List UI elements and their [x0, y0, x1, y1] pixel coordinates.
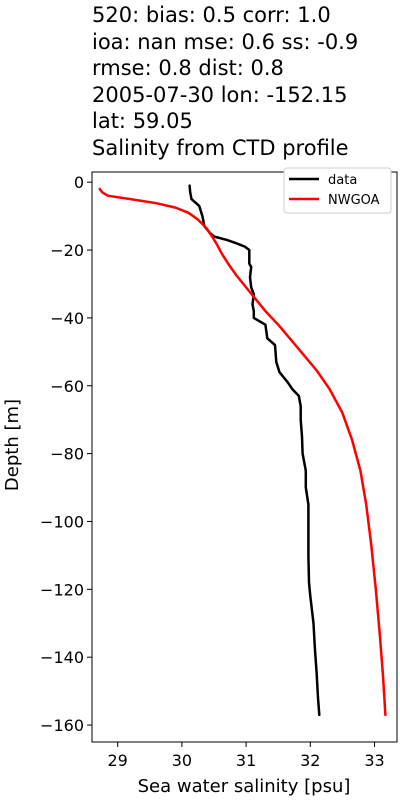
title-line-6: Salinity from CTD profile [92, 135, 349, 160]
y-tick-label: −120 [40, 580, 84, 599]
title-line-2: ioa: nan mse: 0.6 ss: -0.9 [92, 29, 359, 54]
y-tick-label: −40 [50, 309, 84, 328]
y-tick-label: −80 [50, 445, 84, 464]
title-line-5: lat: 59.05 [92, 109, 193, 133]
plot-frame [91, 171, 398, 743]
legend-label-data: data [328, 173, 357, 188]
y-tick-label: −60 [50, 377, 84, 396]
x-tick-label: 31 [236, 751, 256, 770]
y-tick-label: −20 [50, 241, 84, 260]
y-tick-label: −100 [40, 512, 84, 531]
x-tick-label: 33 [364, 751, 384, 770]
y-tick-label: −140 [40, 648, 84, 667]
title-line-1: 520: bias: 0.5 corr: 1.0 [92, 3, 331, 27]
legend: data NWGOA [283, 167, 392, 214]
series-layer [98, 184, 387, 717]
series-line-data [188, 184, 321, 717]
chart-title: 520: bias: 0.5 corr: 1.0 ioa: nan mse: 0… [92, 2, 358, 161]
y-axis-label: Depth [m] [2, 399, 23, 491]
legend-label-nwgoa: NWGOA [328, 193, 380, 208]
y-tick-label: 0 [74, 173, 84, 192]
title-line-4: 2005-07-30 lon: -152.15 [92, 82, 348, 107]
y-tick-label: −160 [40, 716, 84, 735]
series-line-nwgoa [98, 187, 387, 717]
x-tick-label: 32 [300, 751, 320, 770]
x-tick-label: 30 [172, 751, 192, 770]
tick-layer: 29 30 31 32 33 0 −20 −40 −60 −80 −100 −120 −140 −160 [40, 173, 385, 770]
x-tick-label: 29 [108, 751, 128, 770]
title-line-3: rmse: 0.8 dist: 0.8 [92, 56, 284, 80]
x-axis-label: Sea water salinity [psu] [138, 776, 351, 797]
